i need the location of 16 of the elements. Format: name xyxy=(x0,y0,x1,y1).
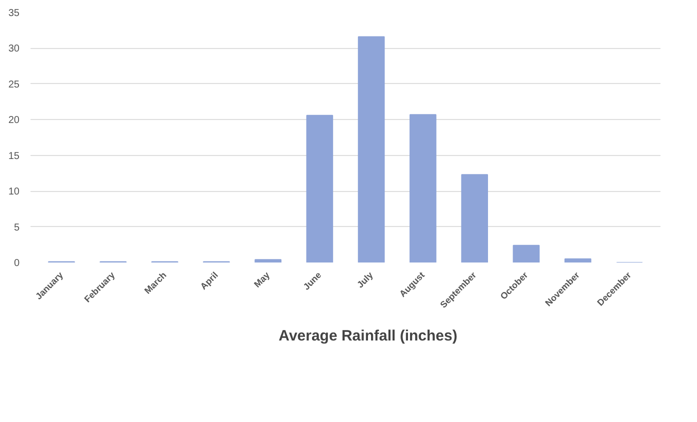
bar xyxy=(306,114,334,262)
text: Average Rainfall (inches) xyxy=(278,328,458,344)
y-tick-label: 15 xyxy=(8,150,20,162)
y-tick-label: 20 xyxy=(8,115,20,126)
y-tick-label: 0 xyxy=(14,258,20,269)
y-tick-label: 30 xyxy=(8,44,20,55)
bar xyxy=(512,244,540,262)
bar xyxy=(358,36,385,262)
bar xyxy=(410,114,436,262)
y-tick-label: 35 xyxy=(8,8,20,19)
bar xyxy=(461,174,488,262)
y-tick-label: 5 xyxy=(14,222,20,234)
bar xyxy=(564,258,592,262)
y-tick-label: 10 xyxy=(8,186,20,198)
y-tick-label: 25 xyxy=(8,79,20,90)
bar xyxy=(254,259,282,262)
